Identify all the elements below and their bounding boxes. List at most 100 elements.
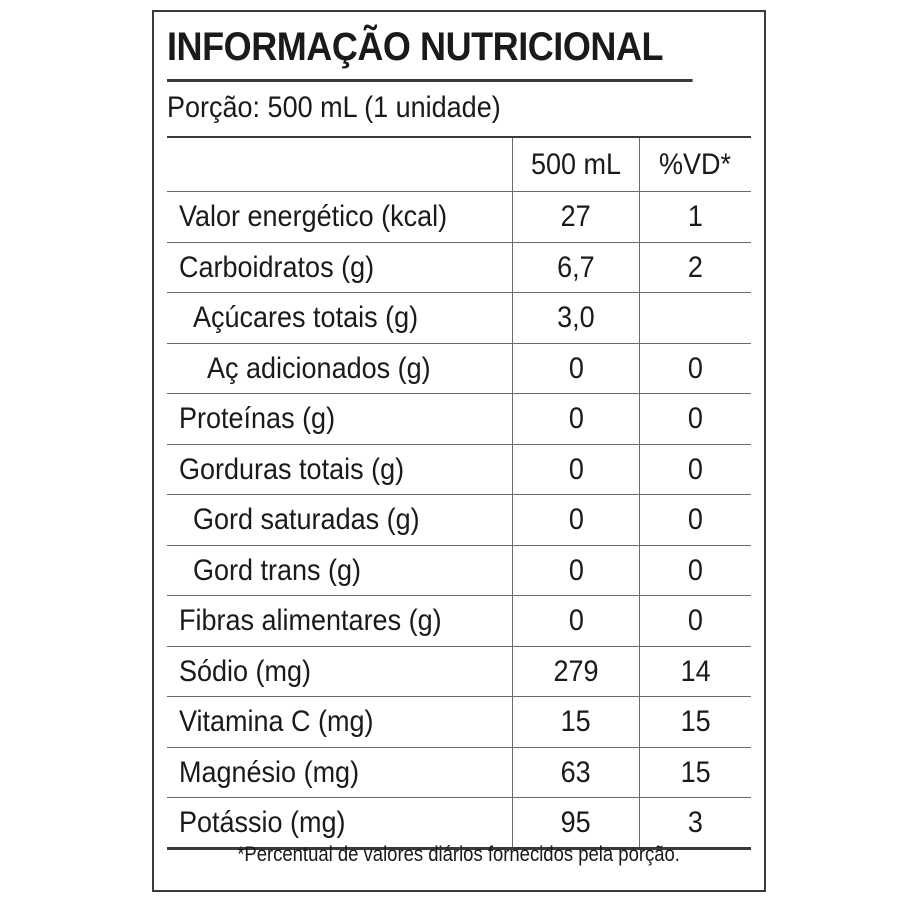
nutrient-name-cell: Açúcares totais (g) xyxy=(167,293,512,343)
nutrient-dv: 0 xyxy=(687,452,704,486)
nutrient-name-cell: Aç adicionados (g) xyxy=(167,344,512,394)
nutrient-name-cell: Gord saturadas (g) xyxy=(167,495,512,545)
nutrient-name: Açúcares totais (g) xyxy=(193,301,419,334)
nutrient-amount-cell: 0 xyxy=(512,495,640,545)
nutrient-amount-cell: 279 xyxy=(512,646,640,696)
nutrient-dv: 2 xyxy=(687,250,704,284)
nutrient-amount: 6,7 xyxy=(557,250,595,284)
table-row: Sódio (mg) 279 14 xyxy=(167,646,751,697)
nutrient-dv-cell: 14 xyxy=(640,647,751,697)
nutrient-name-cell: Carboidratos (g) xyxy=(167,243,512,293)
nutrient-dv-cell: 3 xyxy=(640,798,751,847)
nutrition-facts-label: INFORMAÇÃO NUTRICIONAL Porção: 500 mL (1… xyxy=(152,10,766,892)
nutrient-name: Vitamina C (mg) xyxy=(179,705,374,738)
nutrient-dv: 0 xyxy=(687,351,704,385)
nutrient-amount: 0 xyxy=(568,503,584,536)
nutrient-amount-cell: 3,0 xyxy=(512,293,640,343)
nutrient-amount-cell: 27 xyxy=(512,192,640,242)
nutrient-amount-cell: 0 xyxy=(512,545,640,595)
table-row: Vitamina C (mg) 15 15 xyxy=(167,697,751,748)
nutrient-dv: 14 xyxy=(680,654,711,688)
nutrient-name-cell: Vitamina C (mg) xyxy=(167,697,512,747)
label-inner: INFORMAÇÃO NUTRICIONAL Porção: 500 mL (1… xyxy=(167,12,751,890)
nutrient-name: Sódio (mg) xyxy=(179,654,312,688)
label-title: INFORMAÇÃO NUTRICIONAL xyxy=(167,12,693,82)
nutrient-amount: 63 xyxy=(560,755,592,789)
nutrient-dv-cell: 0 xyxy=(640,495,751,545)
nutrient-dv-cell: 0 xyxy=(640,344,751,394)
nutrient-name-cell: Gord trans (g) xyxy=(167,546,512,596)
table-row: Proteínas (g) 0 0 xyxy=(167,394,751,445)
nutrient-dv-cell: 0 xyxy=(640,445,751,495)
nutrient-amount: 0 xyxy=(568,402,584,435)
nutrient-amount: 0 xyxy=(568,553,584,587)
nutrient-name: Aç adicionados (g) xyxy=(207,351,431,385)
table-row: Potássio (mg) 95 3 xyxy=(167,798,751,850)
header-dv-cell: %VD* xyxy=(640,138,751,191)
nutrient-amount: 95 xyxy=(560,806,592,839)
nutrient-dv-cell xyxy=(640,293,751,343)
portion-text: Porção: 500 mL (1 unidade) xyxy=(167,91,501,124)
nutrient-name-cell: Gorduras totais (g) xyxy=(167,445,512,495)
nutrient-dv-cell: 0 xyxy=(640,394,751,444)
nutrient-amount-cell: 6,7 xyxy=(512,242,640,292)
nutrient-name: Proteínas (g) xyxy=(179,402,336,435)
nutrient-name-cell: Sódio (mg) xyxy=(167,647,512,697)
nutrient-dv-cell: 15 xyxy=(640,697,751,747)
nutrient-amount: 27 xyxy=(560,200,592,233)
nutrient-name: Potássio (mg) xyxy=(179,806,346,839)
nutrient-name: Gorduras totais (g) xyxy=(179,452,405,486)
nutrient-amount-cell: 0 xyxy=(512,444,640,494)
nutrient-amount: 15 xyxy=(560,705,592,738)
nutrient-dv: 0 xyxy=(687,553,704,587)
table-row: Valor energético (kcal) 27 1 xyxy=(167,192,751,243)
nutrient-name: Fibras alimentares (g) xyxy=(179,604,442,637)
nutrient-name-cell: Valor energético (kcal) xyxy=(167,192,512,242)
table-row: Gord saturadas (g) 0 0 xyxy=(167,495,751,546)
nutrient-dv-cell: 0 xyxy=(640,596,751,646)
nutrient-dv: 0 xyxy=(687,604,704,637)
portion-divider xyxy=(167,136,751,138)
nutrient-amount-cell: 0 xyxy=(512,394,640,444)
nutrient-dv-cell: 1 xyxy=(640,192,751,242)
nutrient-name: Carboidratos (g) xyxy=(179,250,375,284)
nutrient-dv: 0 xyxy=(687,503,704,536)
nutrient-amount-cell: 15 xyxy=(512,697,640,747)
nutrient-dv: 1 xyxy=(687,200,704,233)
nutrient-amount-cell: 0 xyxy=(512,596,640,646)
nutrient-name-cell: Magnésio (mg) xyxy=(167,748,512,798)
nutrient-amount: 0 xyxy=(568,452,584,486)
table-row: Aç adicionados (g) 0 0 xyxy=(167,343,751,394)
nutrient-rows: Valor energético (kcal) 27 1 Carboidratos (… xyxy=(167,192,751,850)
nutrient-amount-cell: 0 xyxy=(512,343,640,393)
nutrient-name: Gord saturadas (g) xyxy=(193,503,420,536)
nutrient-amount: 3,0 xyxy=(557,301,595,334)
header-dv: %VD* xyxy=(659,148,732,181)
nutrient-amount: 0 xyxy=(568,604,584,637)
footnote: *Percentual de valores diários fornecido… xyxy=(167,830,751,880)
nutrient-name-cell: Proteínas (g) xyxy=(167,394,512,444)
portion-size: Porção: 500 mL (1 unidade) xyxy=(167,82,693,136)
table-row: Carboidratos (g) 6,7 2 xyxy=(167,242,751,293)
table-row: Magnésio (mg) 63 15 xyxy=(167,747,751,798)
nutrient-name-cell: Potássio (mg) xyxy=(167,798,512,847)
table-row: Açúcares totais (g) 3,0 xyxy=(167,293,751,344)
header-amount: 500 mL xyxy=(530,148,622,181)
nutrient-dv-cell: 0 xyxy=(640,546,751,596)
nutrient-dv-cell: 15 xyxy=(640,748,751,798)
nutrient-name: Magnésio (mg) xyxy=(179,755,360,789)
nutrient-dv: 0 xyxy=(687,402,704,435)
header-amount-cell: 500 mL xyxy=(512,138,640,191)
nutrient-dv: 15 xyxy=(680,705,711,738)
nutrient-amount-cell: 95 xyxy=(512,798,640,847)
nutrient-dv-cell: 2 xyxy=(640,243,751,293)
table-header-row: 500 mL %VD* xyxy=(167,138,751,192)
nutrient-amount-cell: 63 xyxy=(512,747,640,797)
nutrient-dv: 15 xyxy=(680,755,711,789)
nutrient-name: Gord trans (g) xyxy=(193,553,362,587)
table-row: Gord trans (g) 0 0 xyxy=(167,545,751,596)
table-row: Gorduras totais (g) 0 0 xyxy=(167,444,751,495)
footnote-text: *Percentual de valores diários fornecido… xyxy=(237,843,681,866)
nutrient-amount: 0 xyxy=(568,351,584,385)
nutrient-amount: 279 xyxy=(553,654,599,688)
